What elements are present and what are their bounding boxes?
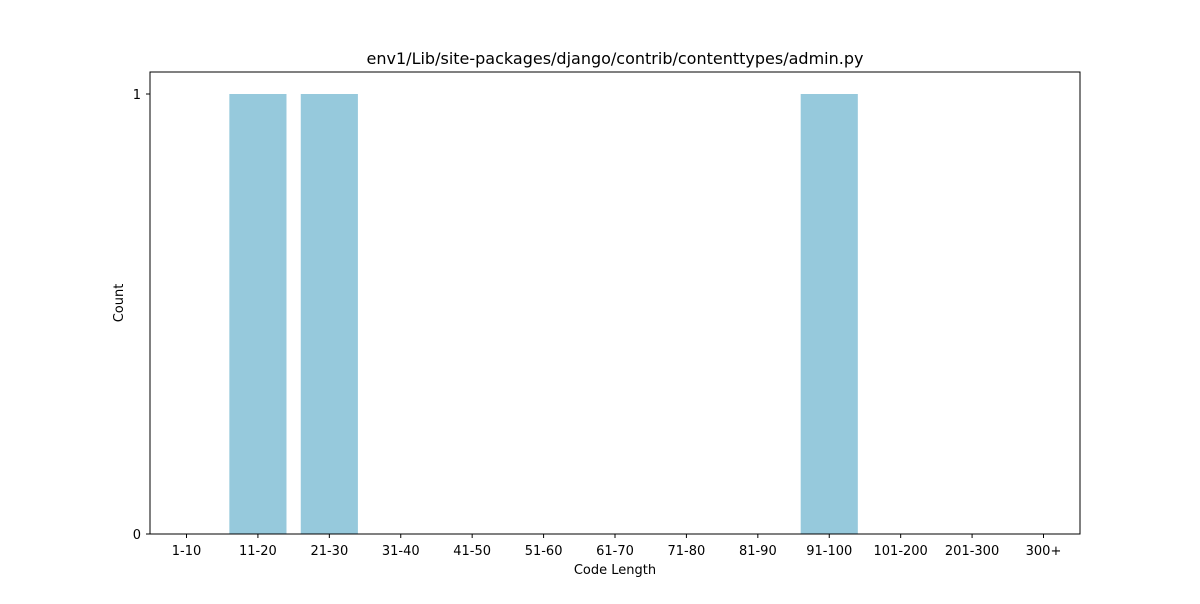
x-tick-label: 11-20 bbox=[239, 544, 277, 559]
plot-frame bbox=[149, 71, 1081, 535]
y-tick-label: 1 bbox=[133, 88, 141, 103]
x-tick-label: 201-300 bbox=[945, 544, 999, 559]
x-tick-label: 61-70 bbox=[596, 544, 634, 559]
y-tick-label: 0 bbox=[133, 528, 141, 543]
x-tick-label: 91-100 bbox=[806, 544, 852, 559]
x-tick-label: 101-200 bbox=[874, 544, 928, 559]
x-axis: 1-10 11-20 21-30 31-40 41-50 51-60 61-70 71-80 8… bbox=[172, 534, 1062, 559]
x-tick-label: 21-30 bbox=[310, 544, 348, 559]
x-tick-label: 51-60 bbox=[525, 544, 563, 559]
x-tick-label: 71-80 bbox=[668, 544, 706, 559]
y-axis-label: Count bbox=[112, 284, 127, 323]
y-axis: 01 bbox=[133, 88, 150, 543]
bar-11-20 bbox=[229, 94, 287, 534]
x-axis-label: Code Length bbox=[574, 563, 656, 578]
bar-21-30 bbox=[300, 94, 358, 534]
bar-91-100 bbox=[800, 94, 858, 534]
x-tick-label: 300+ bbox=[1026, 544, 1062, 559]
chart-title: env1/Lib/site-packages/django/contrib/co… bbox=[367, 49, 864, 68]
x-tick-label: 41-50 bbox=[453, 544, 491, 559]
bars-group bbox=[229, 94, 858, 534]
x-tick-label: 81-90 bbox=[739, 544, 777, 559]
x-tick-label: 1-10 bbox=[172, 544, 202, 559]
x-tick-label: 31-40 bbox=[382, 544, 420, 559]
